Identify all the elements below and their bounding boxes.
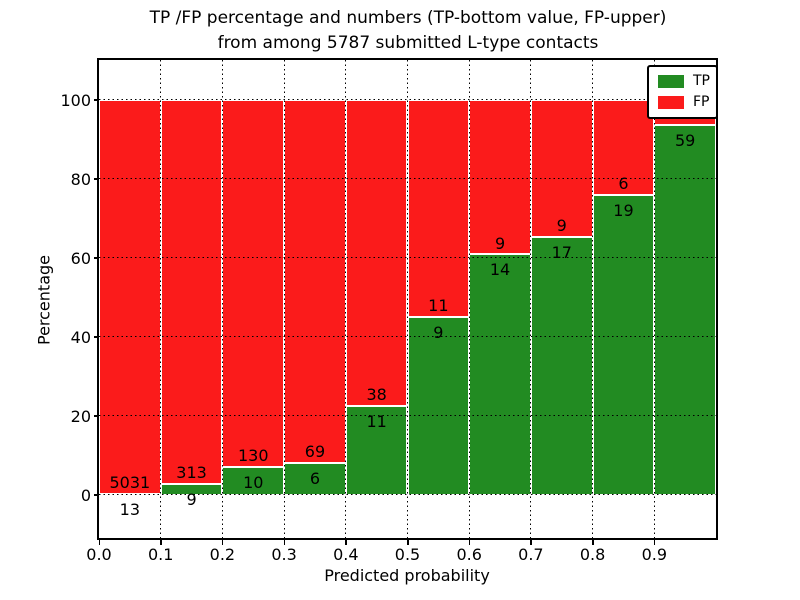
x-tick-label: 0.6: [456, 545, 482, 564]
x-tick-label: 0.9: [641, 545, 668, 564]
tp-count-label: 19: [613, 200, 634, 220]
bar-fp-segment: [99, 99, 161, 494]
legend-entry-fp: FP: [658, 94, 710, 110]
bar-tp-segment: [592, 194, 655, 495]
x-tick-label: 0.2: [209, 545, 236, 564]
x-tick-label: 0.3: [271, 545, 297, 564]
x-tick-mark: [653, 540, 656, 545]
y-tick-mark: [94, 99, 99, 101]
x-tick-mark: [530, 540, 532, 545]
fp-count-label: 130: [237, 445, 269, 465]
bar-tp-segment: [469, 254, 531, 495]
x-tick-label: 0.0: [86, 545, 112, 564]
tp-count-label: 6: [309, 469, 321, 489]
fp-legend-label: FP: [693, 94, 710, 110]
y-tick-mark: [94, 415, 99, 417]
bar-fp-segment: [407, 99, 470, 318]
bar-tp-segment: [407, 317, 470, 495]
vertical-gridline: [283, 60, 285, 540]
tp-legend-label: TP: [693, 73, 710, 89]
tp-count-label: 10: [243, 472, 264, 492]
tp-count-label: 13: [119, 499, 141, 519]
fp-count-label: 9: [556, 215, 567, 235]
plot-area: 5031133139130106963811119914917619459: [99, 60, 716, 540]
x-tick-mark: [468, 540, 471, 545]
vertical-gridline: [468, 60, 470, 540]
bar-fp-segment: [160, 99, 223, 484]
y-tick-mark: [94, 494, 99, 496]
vertical-gridline: [160, 60, 162, 540]
tp-count-label: 9: [433, 323, 444, 343]
legend-entry-tp: TP: [658, 73, 710, 89]
bar-tp-segment: [654, 124, 716, 495]
fp-count-label: 11: [428, 296, 449, 316]
chart-title: TP /FP percentage and numbers (TP-bottom…: [149, 8, 667, 53]
bar-fp-segment: [284, 99, 346, 464]
bar-tp-segment: [222, 466, 285, 495]
y-tick-label: 0: [80, 485, 91, 505]
tp-count-label: 9: [186, 489, 197, 509]
bar-fp-segment: [345, 99, 408, 407]
x-tick-mark: [345, 540, 347, 545]
x-tick-label: 0.5: [394, 545, 421, 564]
vertical-gridline: [653, 60, 655, 540]
vertical-gridline: [221, 60, 223, 540]
x-tick-mark: [407, 540, 409, 545]
x-tick-mark: [283, 540, 286, 545]
x-tick-mark: [98, 540, 100, 545]
y-tick-label: 80: [70, 169, 91, 189]
tp-count-label: 17: [551, 242, 572, 262]
x-axis-label: Predicted probability: [324, 566, 490, 585]
horizontal-gridline: [99, 494, 716, 496]
y-tick-label: 40: [70, 327, 91, 347]
vertical-gridline: [592, 60, 594, 540]
x-tick-label: 0.7: [518, 545, 544, 564]
y-tick-label: 20: [70, 406, 91, 426]
fp-count-label: 6: [618, 173, 629, 193]
bar-fp-segment: [222, 99, 285, 467]
x-tick-label: 0.1: [147, 545, 174, 564]
y-tick-label: 100: [60, 90, 91, 110]
bar-tp-segment: [284, 463, 346, 495]
y-tick-mark: [94, 336, 99, 338]
horizontal-gridline: [99, 336, 716, 338]
bar-fp-segment: [530, 99, 593, 237]
legend: TP FP: [647, 65, 718, 119]
x-tick-mark: [160, 540, 162, 545]
horizontal-gridline: [99, 415, 716, 417]
bar-tp-segment: [345, 406, 408, 495]
tp-count-label: 14: [489, 260, 511, 280]
horizontal-gridline: [99, 99, 716, 101]
tp-count-label: 11: [366, 412, 387, 432]
y-tick-mark: [94, 178, 99, 180]
horizontal-gridline: [99, 178, 716, 180]
bar-tp-segment: [530, 236, 593, 495]
bar-fp-segment: [469, 99, 531, 255]
y-tick-mark: [94, 257, 99, 259]
vertical-gridline: [407, 60, 408, 540]
x-tick-mark: [592, 540, 594, 545]
horizontal-gridline: [99, 257, 716, 259]
x-tick-label: 0.4: [333, 545, 359, 564]
tp-count-label: 59: [674, 130, 696, 150]
tp-legend-swatch: [658, 75, 684, 88]
fp-legend-swatch: [658, 96, 684, 109]
fp-count-label: 313: [176, 462, 207, 482]
fp-count-label: 9: [494, 233, 506, 253]
x-tick-mark: [221, 540, 224, 545]
fp-count-label: 38: [366, 385, 387, 405]
vertical-gridline: [530, 60, 532, 540]
vertical-gridline: [345, 60, 347, 540]
fp-count-label: 69: [304, 442, 326, 462]
y-tick-label: 60: [70, 248, 91, 268]
fp-count-label: 5031: [109, 472, 151, 492]
x-tick-label: 0.8: [579, 545, 606, 564]
